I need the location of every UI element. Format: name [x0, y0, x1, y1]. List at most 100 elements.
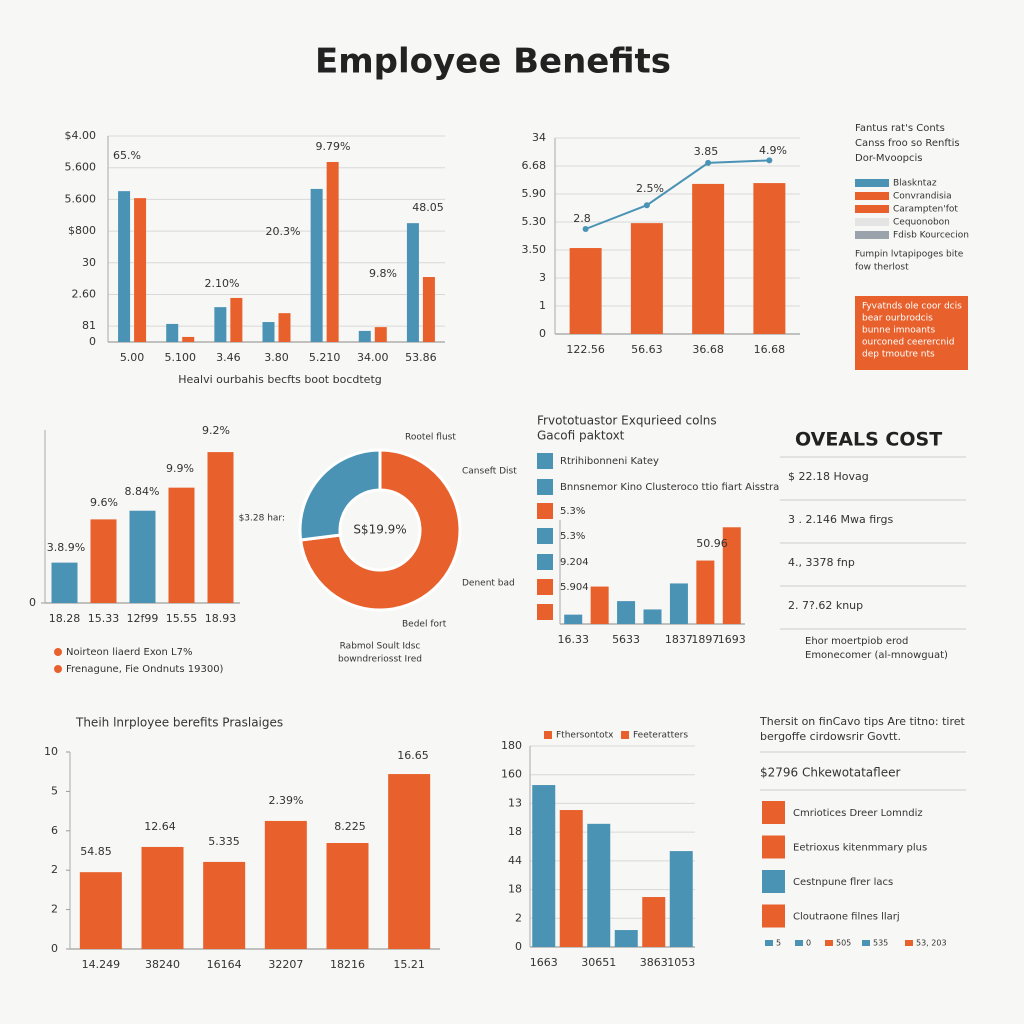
legend-swatch: [862, 940, 870, 946]
tip-label: Cmriotices Dreer Lomndiz: [793, 808, 923, 819]
legend-swatch: [855, 231, 889, 239]
legend-swatch: [855, 192, 889, 200]
panel-heading: OVEALS COST: [795, 429, 942, 451]
caption: bowndreriosst Ired: [338, 655, 422, 665]
page-title: Employee Benefits: [315, 42, 671, 82]
x-tick-label: 18.93: [205, 612, 237, 625]
legend-label: 5.3%: [560, 531, 585, 542]
bar: [532, 785, 556, 947]
legend-swatch: [825, 940, 833, 946]
bar: [141, 846, 184, 949]
annotation: 5.335: [208, 835, 240, 848]
legend-label: Convrandisia: [893, 192, 952, 202]
bar: [630, 223, 663, 334]
annotation: 9.9%: [166, 462, 194, 475]
y-tick-label: 6.68: [522, 159, 547, 172]
bar: [643, 609, 662, 624]
x-tick-label: 5633: [612, 633, 640, 646]
legend-swatch: [762, 801, 785, 824]
y-tick-label: 10: [44, 745, 58, 758]
legend-label: Fthersontotx: [556, 731, 614, 741]
y-tick-label: 2: [51, 903, 58, 916]
x-tick-label: 34.00: [357, 351, 389, 364]
x-tick-label: 16.33: [557, 633, 589, 646]
callout-box: [855, 296, 968, 370]
legend-swatch: [905, 940, 913, 946]
annotation: 48.05: [412, 201, 444, 214]
note: Fumpin lvtapipoges bite: [855, 250, 964, 260]
legend-label: 505: [836, 939, 851, 948]
note: fow therlost: [855, 263, 909, 273]
line-point: [766, 157, 773, 164]
legend-dot: [54, 665, 62, 673]
y-tick-label: 5.90: [522, 187, 547, 200]
line-point: [643, 202, 650, 209]
cost-row: 3 . 2.146 Mwa firgs: [788, 513, 893, 526]
tip-label: Cestnpune flrer lacs: [793, 877, 893, 888]
x-tick-label: 1053: [667, 956, 695, 969]
y-tick-label: 3.50: [522, 243, 547, 256]
y-tick-label: 5.30: [522, 215, 547, 228]
legend-label: 5.3%: [560, 506, 585, 517]
legend-label: 9.204: [560, 557, 589, 568]
legend-label: Blaskntaz: [893, 179, 937, 189]
x-tick-label: 30651: [581, 956, 616, 969]
y-tick-label: 44: [508, 854, 522, 867]
x-tick-label: 3.46: [216, 351, 241, 364]
x-tick-label: 16164: [207, 958, 242, 971]
bar: [118, 191, 131, 342]
bar: [722, 527, 741, 624]
bar: [669, 583, 688, 624]
note: Emonecomer (al-mnowguat): [805, 650, 948, 661]
y-tick-label: 2.60: [72, 287, 97, 300]
bar: [79, 872, 122, 949]
x-tick-label: 53.86: [405, 351, 437, 364]
bar: [262, 322, 275, 342]
cost-row: $ 22.18 Hovag: [788, 470, 869, 483]
x-tick-label: 18.28: [49, 612, 81, 625]
y-tick-label: 5.600: [65, 192, 97, 205]
bar: [326, 843, 369, 949]
bar: [696, 560, 715, 624]
panel-title: Fantus rat's Conts: [855, 123, 945, 134]
callout-text: bear ourbrodcis: [862, 314, 933, 324]
legend-swatch: [537, 479, 553, 495]
bar: [569, 248, 602, 334]
x-tick-label: 5.100: [164, 351, 196, 364]
annotation: 16.65: [397, 749, 429, 762]
line-point: [705, 159, 712, 166]
bar: [166, 323, 179, 342]
panel-title: Thersit on finCavo tips Are titno: tiret: [759, 715, 965, 728]
annotation: Rootel flust: [405, 433, 456, 443]
bar: [214, 307, 227, 342]
x-tick-label: 15.55: [166, 612, 198, 625]
legend-swatch: [855, 179, 889, 187]
bar: [182, 336, 195, 342]
legend-swatch: [537, 579, 553, 595]
panel-title: bergoffe cirdowsrir Govtt.: [760, 730, 901, 743]
legend-label: 5.904: [560, 582, 589, 593]
y-tick-label: 0: [515, 940, 522, 953]
y-tick-label: 5: [51, 784, 58, 797]
annotation: 9.6%: [90, 496, 118, 509]
y-tick-label: 18: [508, 883, 522, 896]
bar: [207, 452, 234, 603]
y-tick-label: 0: [29, 596, 36, 609]
legend-swatch: [765, 940, 773, 946]
x-tick-label: 3.80: [264, 351, 289, 364]
panel-title: Canss froo so Renftis: [855, 138, 960, 149]
annotation: 12.64: [144, 820, 176, 833]
legend-swatch: [762, 904, 785, 928]
y-tick-label: 0: [539, 327, 546, 340]
legend-dot: [54, 648, 62, 656]
annotation: 50.96: [696, 537, 728, 550]
bar: [406, 223, 419, 342]
annotation: 3.8.9%: [47, 541, 85, 554]
annotation: 9.2%: [202, 424, 230, 437]
bar: [422, 277, 435, 342]
legend-swatch: [855, 205, 889, 213]
y-tick-label: 81: [82, 319, 96, 332]
legend-swatch: [537, 503, 553, 519]
bar: [358, 330, 371, 342]
